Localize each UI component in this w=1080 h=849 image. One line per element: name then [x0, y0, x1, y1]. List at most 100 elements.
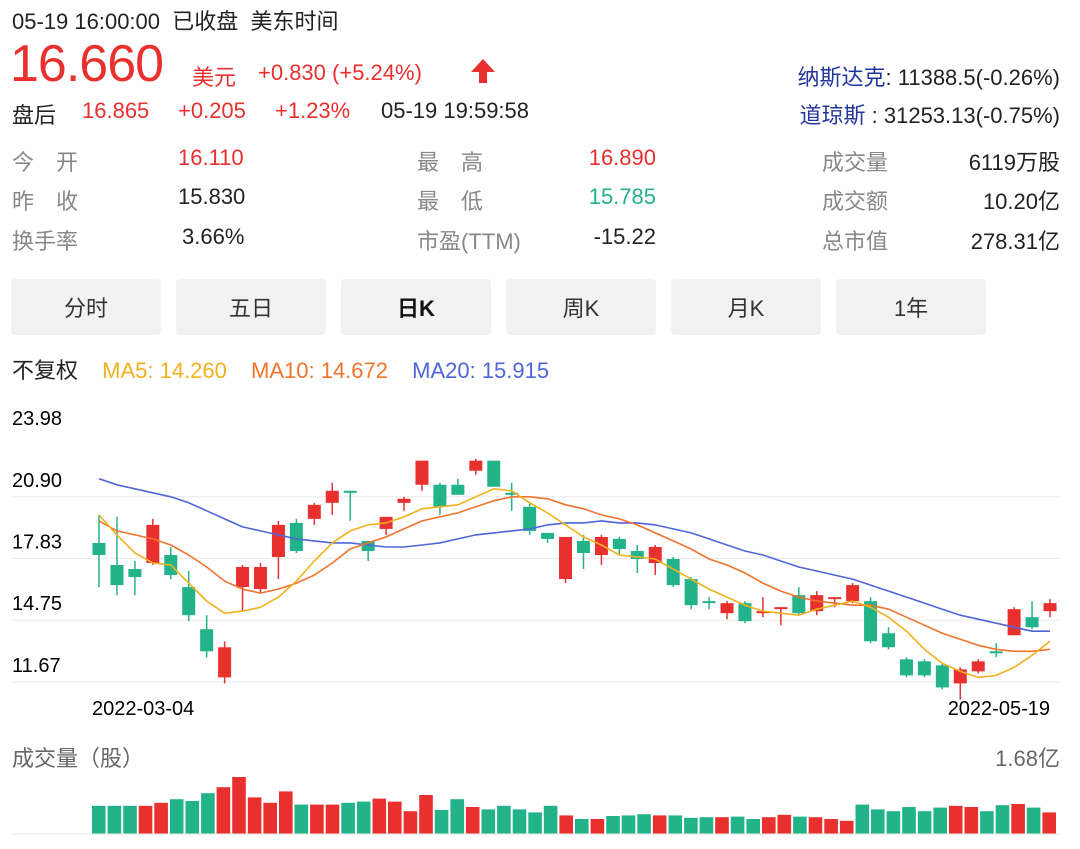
turnover-label: 换手率	[12, 229, 79, 254]
candle-body	[576, 540, 590, 553]
volume-bar	[185, 801, 200, 834]
y-tick-label: 14.75	[12, 593, 62, 615]
volume-bar	[247, 797, 262, 834]
tab-daily-k[interactable]: 日K	[341, 279, 491, 335]
open-value: 16.110	[178, 145, 244, 170]
index-nasdaq[interactable]: 纳斯达克: 11388.5(-0.26%)	[798, 60, 1061, 92]
candle-body	[415, 460, 429, 485]
candle-body	[1025, 617, 1039, 628]
candle-body	[110, 565, 124, 586]
index-dow[interactable]: 道琼斯 : 31253.13(-0.75%)	[800, 98, 1060, 130]
arrow-up-icon	[471, 59, 495, 83]
index-nasdaq-value: : 11388.5(-0.26%)	[885, 65, 1060, 90]
volume-bar	[325, 804, 340, 834]
pe-label: 市盈(TTM)	[417, 229, 521, 254]
y-tick-label: 17.83	[12, 531, 62, 553]
after-hours-change-pct: +1.23%	[275, 98, 351, 123]
candle-body	[523, 506, 537, 531]
volume-bar	[699, 817, 714, 834]
candle-body	[1007, 609, 1021, 636]
volume-bar	[621, 815, 636, 834]
volume-bar	[497, 805, 511, 834]
tab-intraday[interactable]: 分时	[11, 279, 161, 335]
candle-body	[630, 550, 644, 560]
ma5-line	[98, 487, 1051, 679]
moving-average-legend: 不复权 MA5: 14.260 MA10: 14.672 MA20: 15.91…	[12, 353, 567, 385]
ma10-legend: MA10: 14.672	[251, 358, 388, 383]
volume-bar	[590, 819, 605, 834]
open-label: 今 开	[12, 150, 79, 175]
candle-body	[899, 659, 913, 676]
volume-bar	[886, 811, 901, 834]
price-adjust-toggle[interactable]: 不复权	[12, 358, 79, 383]
volume-panel-title: 成交量（股）	[12, 746, 145, 771]
candle-body	[828, 597, 842, 600]
volume-bar	[1011, 804, 1025, 834]
candle-body	[307, 504, 321, 519]
market-cap-label: 总市值	[822, 229, 889, 254]
candle-body	[882, 633, 896, 648]
candle-body	[397, 498, 411, 503]
volume-bar	[403, 811, 418, 834]
volume-bar	[154, 802, 168, 834]
candle-body	[271, 524, 285, 557]
candle-body	[469, 460, 483, 471]
price-change: +0.830 (+5.24%)	[258, 60, 422, 85]
x-date-label-start: 2022-03-04	[92, 698, 194, 720]
volume-bar	[839, 820, 854, 834]
volume-bar	[107, 805, 122, 834]
quote-timestamp-row: 05-19 16:00:00 已收盘 美东时间	[12, 4, 339, 36]
candle-body	[810, 595, 824, 612]
candle-body	[182, 587, 196, 616]
ma10-line	[98, 496, 1051, 653]
after-hours-price: 16.865	[82, 98, 150, 123]
volume-bar	[310, 804, 324, 834]
candle-body	[756, 611, 770, 614]
volume-bar	[637, 814, 651, 834]
market-status: 已收盘	[172, 9, 239, 34]
volume-bar	[201, 793, 215, 834]
ma5-legend: MA5: 14.260	[102, 358, 227, 383]
tab-one-year[interactable]: 1年	[836, 279, 986, 335]
index-dow-label[interactable]: 道琼斯	[799, 103, 866, 128]
tab-monthly-k[interactable]: 月K	[671, 279, 821, 335]
volume-bar	[123, 805, 137, 834]
candlestick-chart[interactable]: 23.98 20.90 17.83 14.75 11.67 2022-03-04 2022-…	[0, 395, 1080, 725]
amount-label: 成交额	[822, 189, 889, 214]
candle-body	[541, 532, 555, 539]
candle-body	[917, 661, 931, 676]
ma20-line	[98, 477, 1050, 632]
volume-bar	[793, 816, 807, 834]
volume-chart	[12, 777, 1060, 835]
volume-bar	[855, 804, 870, 834]
candle-body	[487, 460, 501, 487]
volume-bar	[1042, 812, 1056, 834]
volume-max-label: 1.68亿	[995, 746, 1060, 771]
volume-bar	[263, 802, 277, 834]
volume-bar	[777, 814, 792, 834]
candle-body	[774, 607, 788, 610]
prev-close-value: 15.830	[178, 184, 246, 209]
candle-body	[343, 490, 357, 493]
prev-close-label: 昨 收	[12, 189, 79, 214]
low-value: 15.785	[588, 184, 656, 209]
volume-bar	[948, 805, 963, 834]
volume-bar	[824, 819, 838, 834]
candle-body	[289, 522, 303, 551]
tab-weekly-k[interactable]: 周K	[506, 279, 656, 335]
volume-bar	[372, 798, 387, 834]
volume-bar	[668, 815, 683, 834]
index-nasdaq-label[interactable]: 纳斯达克	[797, 65, 886, 90]
volume-bar	[559, 815, 573, 834]
volume-bar	[434, 810, 449, 834]
candle-body	[92, 542, 106, 555]
amount-value: 10.20亿	[982, 189, 1060, 214]
volume-bar	[684, 817, 698, 834]
tab-five-day[interactable]: 五日	[176, 279, 326, 335]
candle-body	[451, 484, 465, 495]
ma20-legend: MA20: 15.915	[412, 358, 550, 383]
y-tick-label: 23.98	[12, 408, 62, 430]
volume-bar	[419, 795, 433, 834]
index-dow-value: : 31253.13(-0.75%)	[865, 103, 1060, 128]
y-tick-label: 11.67	[12, 655, 61, 677]
